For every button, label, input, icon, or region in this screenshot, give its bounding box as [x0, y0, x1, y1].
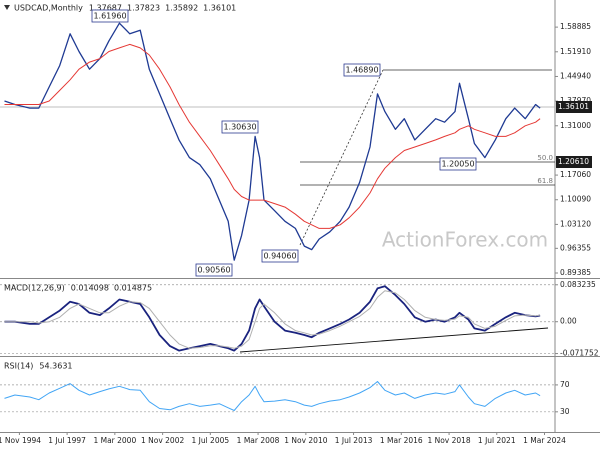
level-label-box: [439, 157, 477, 171]
macd-trendline: [239, 327, 549, 353]
level-label: 1.46890: [345, 66, 378, 75]
collapse-icon[interactable]: [4, 5, 10, 10]
level-label-box: [261, 249, 299, 263]
readout: 1.35892: [165, 4, 198, 13]
x-tick-label: 1 Jul 2013: [335, 436, 373, 445]
y-tick-label: 1.44940: [560, 71, 591, 80]
y-tick-label: 1.31000: [560, 121, 591, 130]
x-tick-label: 1 Mar 2008: [237, 436, 280, 445]
readout: 1.36101: [203, 4, 236, 13]
y-tick-label: 0.96355: [560, 243, 591, 252]
level-label-box: [221, 120, 259, 134]
panel-title: USDCAD,Monthly: [14, 4, 83, 13]
panel-title: MACD(12,26,9): [4, 284, 65, 293]
y-tick-label: 1.03120: [560, 219, 591, 228]
y-tick-label: 70: [560, 380, 570, 389]
level-label: 1.30630: [223, 123, 256, 132]
level-label: 1.61960: [93, 12, 126, 21]
panel-title: RSI(14): [4, 362, 33, 371]
series-line: [4, 285, 541, 352]
series-line: [4, 43, 541, 229]
x-tick-label: 1 Jul 1997: [48, 436, 86, 445]
level-label-box: [195, 263, 233, 277]
y-tick-label: 30: [560, 407, 570, 416]
x-tick-label: 1 Nov 1994: [0, 436, 41, 445]
level-label: 0.90560: [197, 266, 230, 275]
level-label: 0.94060: [263, 252, 296, 261]
price-badge-label: 1.20610: [558, 157, 589, 166]
x-tick-label: 1 Mar 2016: [380, 436, 423, 445]
readout: 0.014098: [71, 284, 109, 293]
fib-label: 61.8: [537, 177, 553, 185]
readout: 54.3631: [39, 362, 72, 371]
x-tick-label: 1 Mar 2024: [523, 436, 566, 445]
price-badge: [556, 101, 592, 113]
x-tick-label: 1 Jul 2021: [478, 436, 516, 445]
projection-line: [299, 69, 384, 246]
watermark: ActionForex.com: [382, 228, 548, 252]
x-tick-label: 1 Nov 2002: [141, 436, 184, 445]
readout: 0.014875: [114, 284, 152, 293]
y-tick-label: 1.51910: [560, 47, 591, 56]
price-badge: [556, 156, 592, 168]
x-tick-label: 1 Jul 2005: [191, 436, 229, 445]
price-badge-label: 1.36101: [558, 102, 589, 111]
y-tick-label: 1.37970: [560, 96, 591, 105]
series-line: [4, 22, 541, 261]
y-tick-label: 1.10090: [560, 195, 591, 204]
level-label-box: [343, 63, 381, 77]
y-tick-label: 0.083235: [560, 280, 596, 289]
y-tick-label: 0.00: [560, 317, 577, 326]
series-line: [4, 381, 541, 411]
fib-label: 50.0: [537, 154, 553, 162]
x-tick-label: 1 Mar 2000: [93, 436, 136, 445]
y-tick-label: -0.071752: [560, 349, 599, 358]
readout: 1.37687: [89, 4, 122, 13]
y-tick-label: 0.89385: [560, 268, 591, 277]
level-label-box: [91, 9, 129, 23]
x-tick-label: 1 Nov 2018: [427, 436, 470, 445]
y-tick-label: 1.58885: [560, 22, 591, 31]
x-tick-label: 1 Nov 2010: [284, 436, 327, 445]
series-line: [4, 290, 541, 349]
y-tick-label: 1.17060: [560, 170, 591, 179]
readout: 1.37823: [127, 4, 160, 13]
level-label: 1.20050: [441, 160, 474, 169]
